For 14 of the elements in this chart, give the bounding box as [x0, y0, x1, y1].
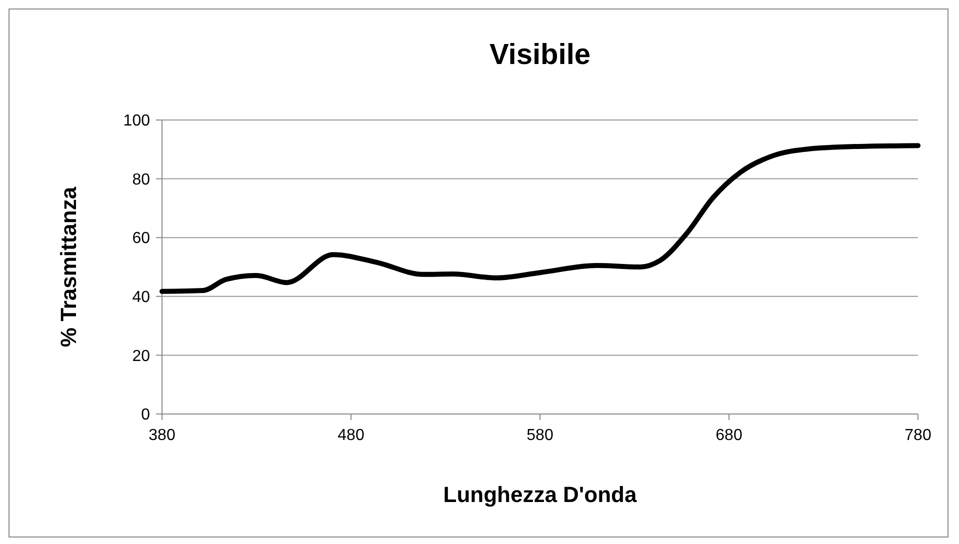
y-tick-label: 40	[132, 289, 150, 306]
chart-title: Visibile	[489, 39, 591, 71]
y-axis-title: % Trasmittanza	[56, 186, 81, 348]
y-tick-label: 60	[132, 230, 150, 248]
y-tick-label: 0	[141, 406, 150, 424]
x-tick-label: 480	[338, 427, 364, 444]
y-tick-label: 20	[132, 348, 150, 365]
x-axis-title: Lunghezza D'onda	[443, 482, 638, 507]
x-tick-label: 780	[904, 427, 932, 444]
y-tick-label: 80	[132, 171, 150, 188]
y-tick-label: 100	[123, 112, 150, 130]
x-tick-label: 380	[148, 427, 176, 444]
x-tick-label: 580	[526, 427, 554, 444]
x-tick-label: 680	[716, 427, 742, 444]
